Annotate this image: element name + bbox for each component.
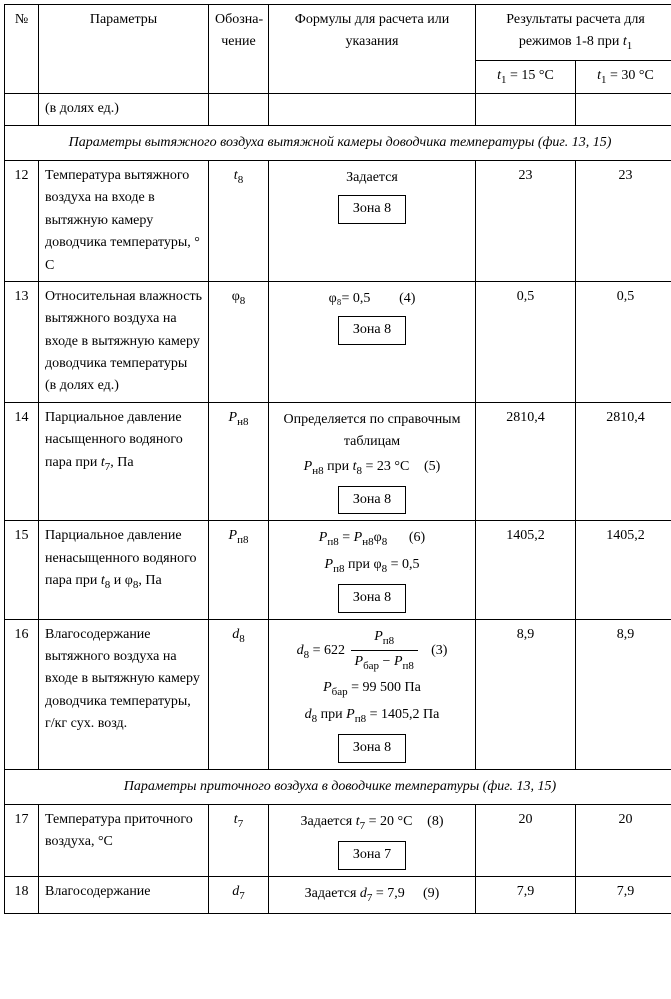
- r15-res1: 1405,2: [476, 521, 576, 619]
- row-15: 15 Парциальное давление ненасыщенного во…: [5, 521, 671, 619]
- r17-sym: t7: [209, 804, 269, 876]
- hdr-res-b: t1 = 30 °С: [576, 60, 671, 93]
- zone-box: Зона 8: [338, 584, 406, 612]
- r14-res2: 2810,4: [576, 402, 671, 521]
- r12-param: Температура вытяж­ного воздуха на входе …: [39, 160, 209, 281]
- r12-sym: t8: [209, 160, 269, 281]
- row-17: 17 Температура приточ­ного воздуха, °С t…: [5, 804, 671, 876]
- zone-box: Зона 8: [338, 195, 406, 223]
- r12-num: 12: [5, 160, 39, 281]
- r14-num: 14: [5, 402, 39, 521]
- hdr-param: Параметры: [39, 5, 209, 94]
- row-18: 18 Влагосодержание d7 Задается d7 = 7,9 …: [5, 876, 671, 913]
- r13-res2: 0,5: [576, 281, 671, 402]
- r17-form: Задается t7 = 20 °С (8) Зона 7: [269, 804, 476, 876]
- r16-sym: d8: [209, 619, 269, 769]
- row-14: 14 Парциальное давление насыщенного водя…: [5, 402, 671, 521]
- hdr-num: №: [5, 5, 39, 94]
- zone-box: Зона 8: [338, 486, 406, 514]
- r16-param: Влагосодержание вытяжного воздуха на вхо…: [39, 619, 209, 769]
- cont-param: (в долях ед.): [39, 94, 209, 125]
- r15-num: 15: [5, 521, 39, 619]
- row-cont: (в долях ед.): [5, 94, 671, 125]
- row-12: 12 Температура вытяж­ного воздуха на вхо…: [5, 160, 671, 281]
- row-16: 16 Влагосодержание вытяжного воздуха на …: [5, 619, 671, 769]
- r13-form: φ₈= 0,5 (4) Зона 8: [269, 281, 476, 402]
- r17-num: 17: [5, 804, 39, 876]
- zone-box: Зона 8: [338, 316, 406, 344]
- r14-sym: Pн8: [209, 402, 269, 521]
- r17-res2: 20: [576, 804, 671, 876]
- hdr-form: Формулы для расчета или указания: [269, 5, 476, 94]
- r18-res1: 7,9: [476, 876, 576, 913]
- hdr-results: Результаты расчета для режимов 1-8 при t…: [476, 5, 671, 61]
- calc-table: № Параметры Обозна- чение Формулы для ра…: [4, 4, 671, 914]
- section-header-1: Параметры вытяжного воздуха вытяжной кам…: [5, 125, 671, 160]
- r17-res1: 20: [476, 804, 576, 876]
- r18-form: Задается d7 = 7,9 (9): [269, 876, 476, 913]
- r15-param: Парциальное давление ненасыщенного водян…: [39, 521, 209, 619]
- zone-box: Зона 8: [338, 734, 406, 762]
- r16-res2: 8,9: [576, 619, 671, 769]
- section1-text: Параметры вытяжного воздуха вытяжной кам…: [5, 125, 671, 160]
- r16-num: 16: [5, 619, 39, 769]
- hdr-res-a: t1 = 15 °С: [476, 60, 576, 93]
- row-13: 13 Относительная влаж­ность вытяжного во…: [5, 281, 671, 402]
- r16-form: d8 = 622 Pп8 Pбар − Pп8 (3) Pбар = 99 50…: [269, 619, 476, 769]
- r13-res1: 0,5: [476, 281, 576, 402]
- r18-res2: 7,9: [576, 876, 671, 913]
- r14-form: Определяется по справочным таблицам Pн8 …: [269, 402, 476, 521]
- r14-param: Парциальное давление насыщенного водяно­…: [39, 402, 209, 521]
- r12-form: Задается Зона 8: [269, 160, 476, 281]
- section2-text: Параметры приточного воздуха в доводчике…: [5, 769, 671, 804]
- r17-param: Температура приточ­ного воздуха, °С: [39, 804, 209, 876]
- r15-res2: 1405,2: [576, 521, 671, 619]
- r18-num: 18: [5, 876, 39, 913]
- section-header-2: Параметры приточного воздуха в доводчике…: [5, 769, 671, 804]
- hdr-sym: Обозна- чение: [209, 5, 269, 94]
- r12-res1: 23: [476, 160, 576, 281]
- r18-param: Влагосодержание: [39, 876, 209, 913]
- r15-form: Pп8 = Pн8φ8 (6) Pп8 при φ8 = 0,5 Зона 8: [269, 521, 476, 619]
- r15-sym: Pп8: [209, 521, 269, 619]
- page-container: № Параметры Обозна- чение Формулы для ра…: [0, 0, 671, 918]
- r16-res1: 8,9: [476, 619, 576, 769]
- r18-sym: d7: [209, 876, 269, 913]
- zone-box: Зона 7: [338, 841, 406, 869]
- table-header-row: № Параметры Обозна- чение Формулы для ра…: [5, 5, 671, 61]
- r14-res1: 2810,4: [476, 402, 576, 521]
- r13-param: Относительная влаж­ность вытяжного воз­д…: [39, 281, 209, 402]
- r13-num: 13: [5, 281, 39, 402]
- r12-res2: 23: [576, 160, 671, 281]
- r13-sym: φ8: [209, 281, 269, 402]
